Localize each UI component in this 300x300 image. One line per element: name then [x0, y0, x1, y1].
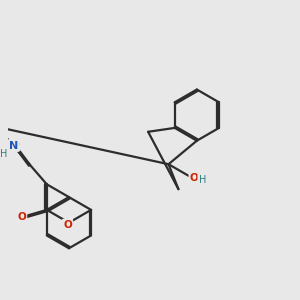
Text: H: H: [0, 149, 7, 159]
Text: H: H: [199, 176, 206, 185]
Text: N: N: [9, 141, 18, 151]
Text: O: O: [63, 220, 72, 230]
Text: O: O: [17, 212, 26, 222]
Text: O: O: [190, 172, 199, 183]
Text: O: O: [11, 140, 19, 150]
